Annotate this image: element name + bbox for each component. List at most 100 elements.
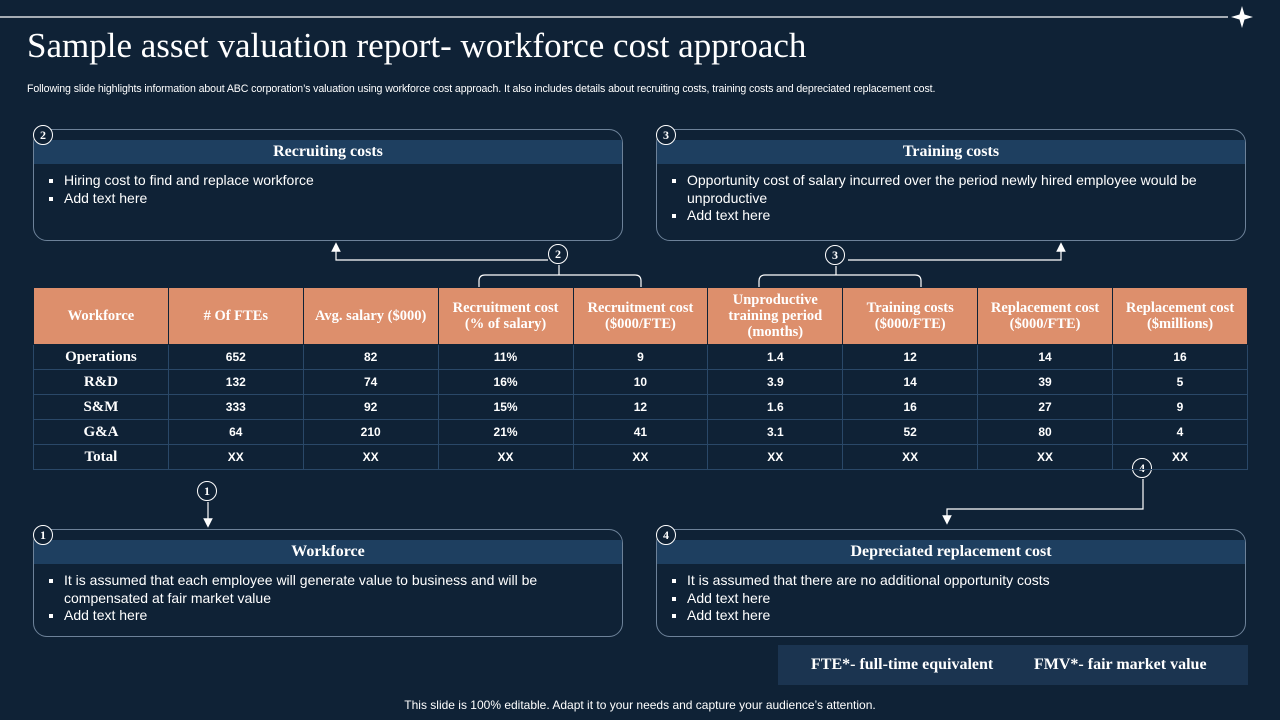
table-row: Operations 652 82 11% 9 1.4 12 14 16 xyxy=(33,344,1248,370)
cell: XX xyxy=(437,444,574,470)
cell: 12 xyxy=(572,394,709,420)
cell: 652 xyxy=(167,344,304,370)
bullet-list: It is assumed that there are no addition… xyxy=(657,572,1245,625)
column-header: Replacement cost ($millions) xyxy=(1112,287,1248,345)
cell: XX xyxy=(1112,444,1248,470)
bullet: Hiring cost to find and replace workforc… xyxy=(64,172,622,190)
cell: 16 xyxy=(1112,344,1248,370)
box-title: Recruiting costs xyxy=(34,140,622,164)
cell: 16% xyxy=(437,369,574,395)
cell: 82 xyxy=(302,344,439,370)
cell: 16 xyxy=(842,394,979,420)
cell: 12 xyxy=(842,344,979,370)
info-box: Depreciated replacement cost It is assume… xyxy=(656,529,1246,637)
cell: 3.1 xyxy=(707,419,844,445)
bullet-list: Hiring cost to find and replace workforc… xyxy=(34,172,622,207)
column-header: Training costs ($000/FTE) xyxy=(842,287,979,345)
arrow xyxy=(331,242,548,261)
bullet: Add text here xyxy=(687,607,1245,625)
cell: 1.4 xyxy=(707,344,844,370)
cell: Total xyxy=(33,444,169,470)
header-row: Workforce # Of FTEs Avg. salary ($000) Recr… xyxy=(33,287,1248,345)
bullet: It is assumed that each employee will ge… xyxy=(64,572,622,607)
info-box: Training costs Opportunity cost of salary… xyxy=(656,129,1246,241)
cell: 74 xyxy=(302,369,439,395)
cell: 27 xyxy=(977,394,1113,420)
cell: 15% xyxy=(437,394,574,420)
number-badge: 4 xyxy=(656,525,676,545)
box-title: Workforce xyxy=(34,540,622,564)
notes: FTE*- full-time equivalent FMV*- fair ma… xyxy=(778,645,1248,685)
box-title: Training costs xyxy=(657,140,1245,164)
cell: 64 xyxy=(167,419,304,445)
column-header: Avg. salary ($000) xyxy=(302,287,439,345)
footer: This slide is 100% editable. Adapt it to… xyxy=(404,698,876,712)
table-head: Workforce # Of FTEs Avg. salary ($000) Recr… xyxy=(33,287,1248,345)
number-badge: 2 xyxy=(33,125,53,145)
column-header: Workforce xyxy=(33,287,169,345)
bracket xyxy=(478,274,642,288)
column-header: Recruitment cost ($000/FTE) xyxy=(572,287,709,345)
cell: R&D xyxy=(33,369,169,395)
bullet: Add text here xyxy=(64,190,622,208)
bullet: Add text here xyxy=(687,590,1245,608)
cell: 9 xyxy=(1112,394,1248,420)
cell: 4 xyxy=(1112,419,1248,445)
cell: XX xyxy=(302,444,439,470)
star-icon xyxy=(1231,6,1253,28)
cell: 80 xyxy=(977,419,1113,445)
cell: 11% xyxy=(437,344,574,370)
info-box: Workforce It is assumed that each employe… xyxy=(33,529,623,637)
column-header: Recruitment cost (% of salary) xyxy=(437,287,574,345)
cell: XX xyxy=(842,444,979,470)
bullet: It is assumed that there are no addition… xyxy=(687,572,1245,590)
arrow xyxy=(848,242,1066,261)
cell: 9 xyxy=(572,344,709,370)
cell: 10 xyxy=(572,369,709,395)
column-header: Unproductive training period (months) xyxy=(707,287,844,345)
arrow xyxy=(942,479,1144,525)
number-badge: 1 xyxy=(33,525,53,545)
bullet: Opportunity cost of salary incurred over… xyxy=(687,172,1245,207)
cell: 3.9 xyxy=(707,369,844,395)
cell: 132 xyxy=(167,369,304,395)
bullet-list: Opportunity cost of salary incurred over… xyxy=(657,172,1245,225)
cell: 52 xyxy=(842,419,979,445)
cell: 210 xyxy=(302,419,439,445)
cell: 333 xyxy=(167,394,304,420)
cell: 1.6 xyxy=(707,394,844,420)
cell: XX xyxy=(167,444,304,470)
table-row: Total XX XX XX XX XX XX XX XX xyxy=(33,444,1248,470)
cell: XX xyxy=(977,444,1113,470)
subtitle: Following slide highlights information a… xyxy=(27,83,936,95)
cell: S&M xyxy=(33,394,169,420)
title: Sample asset valuation report- workforce… xyxy=(27,26,807,65)
cell: 39 xyxy=(977,369,1113,395)
note: FMV*- fair market value xyxy=(1034,656,1207,673)
cell: 41 xyxy=(572,419,709,445)
bullet: Add text here xyxy=(64,607,622,625)
cell: G&A xyxy=(33,419,169,445)
column-header: Replacement cost ($000/FTE) xyxy=(977,287,1113,345)
bracket xyxy=(758,274,922,288)
column-header: # Of FTEs xyxy=(167,287,304,345)
number-badge: 3 xyxy=(656,125,676,145)
number-badge: 1 xyxy=(197,481,217,501)
table-body: Operations 652 82 11% 9 1.4 12 14 16 R&D 132 74 16% 1… xyxy=(33,344,1248,470)
table-row: G&A 64 210 21% 41 3.1 52 80 4 xyxy=(33,419,1248,445)
table-row: S&M 333 92 15% 12 1.6 16 27 9 xyxy=(33,394,1248,420)
number-badge: 2 xyxy=(548,244,568,264)
box-title: Depreciated replacement cost xyxy=(657,540,1245,564)
cell: 14 xyxy=(842,369,979,395)
cell: 14 xyxy=(977,344,1113,370)
cell: 5 xyxy=(1112,369,1248,395)
note: FTE*- full-time equivalent xyxy=(811,656,994,673)
number-badge: 3 xyxy=(825,245,845,265)
info-box: Recruiting costs Hiring cost to find and … xyxy=(33,129,623,241)
table-row: R&D 132 74 16% 10 3.9 14 39 5 xyxy=(33,369,1248,395)
data-table: Workforce # Of FTEs Avg. salary ($000) Recr… xyxy=(33,287,1248,470)
cell: Operations xyxy=(33,344,169,370)
